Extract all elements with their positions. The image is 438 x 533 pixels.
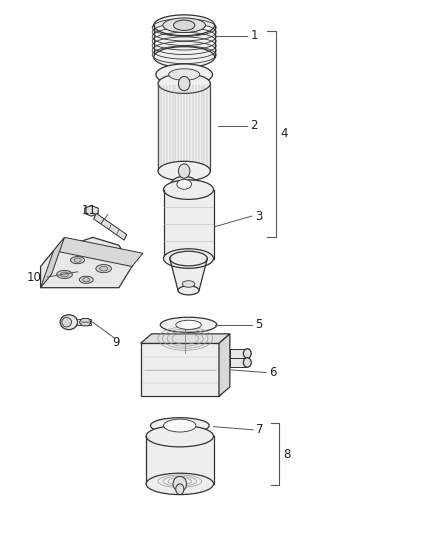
Ellipse shape <box>96 264 112 273</box>
Text: 11: 11 <box>82 204 97 217</box>
Ellipse shape <box>170 251 207 266</box>
Ellipse shape <box>100 266 108 271</box>
Polygon shape <box>141 334 230 343</box>
Polygon shape <box>141 343 219 397</box>
Text: 3: 3 <box>254 209 262 223</box>
Ellipse shape <box>158 161 210 181</box>
Polygon shape <box>94 213 127 240</box>
Text: 2: 2 <box>251 119 258 133</box>
Ellipse shape <box>176 320 201 329</box>
Ellipse shape <box>60 315 78 329</box>
Polygon shape <box>53 237 143 266</box>
Ellipse shape <box>150 418 209 433</box>
Text: 10: 10 <box>27 271 42 284</box>
Polygon shape <box>230 358 247 367</box>
Polygon shape <box>41 237 132 288</box>
Ellipse shape <box>158 74 210 93</box>
Ellipse shape <box>244 358 251 367</box>
Ellipse shape <box>160 317 217 333</box>
Ellipse shape <box>171 176 197 192</box>
Polygon shape <box>230 349 247 358</box>
Text: 5: 5 <box>254 318 262 332</box>
Text: 6: 6 <box>269 366 276 379</box>
Ellipse shape <box>79 276 93 284</box>
Text: 7: 7 <box>256 423 264 437</box>
Polygon shape <box>163 190 214 259</box>
Ellipse shape <box>83 278 90 282</box>
Ellipse shape <box>62 317 71 327</box>
Ellipse shape <box>57 270 72 279</box>
Ellipse shape <box>169 69 200 80</box>
Ellipse shape <box>154 47 215 68</box>
Ellipse shape <box>71 256 85 264</box>
Polygon shape <box>79 319 92 326</box>
Ellipse shape <box>178 286 199 295</box>
Text: 8: 8 <box>283 448 291 461</box>
Ellipse shape <box>176 484 184 495</box>
Ellipse shape <box>146 425 214 447</box>
Ellipse shape <box>60 272 68 277</box>
Ellipse shape <box>163 249 214 268</box>
Ellipse shape <box>182 281 195 287</box>
Text: 9: 9 <box>113 336 120 349</box>
Polygon shape <box>146 436 214 484</box>
Polygon shape <box>85 206 98 216</box>
Ellipse shape <box>178 164 190 178</box>
Polygon shape <box>154 25 215 57</box>
Ellipse shape <box>173 20 195 30</box>
Ellipse shape <box>163 180 214 199</box>
Ellipse shape <box>146 473 214 495</box>
Ellipse shape <box>74 258 81 262</box>
Ellipse shape <box>164 419 196 432</box>
Text: 4: 4 <box>280 127 287 140</box>
Text: 1: 1 <box>251 29 258 42</box>
Polygon shape <box>170 259 207 290</box>
Ellipse shape <box>163 18 205 33</box>
Polygon shape <box>158 84 210 171</box>
Ellipse shape <box>244 349 251 358</box>
Ellipse shape <box>177 180 191 189</box>
Ellipse shape <box>156 64 212 85</box>
Polygon shape <box>41 237 64 288</box>
Polygon shape <box>77 319 91 325</box>
Ellipse shape <box>178 76 190 91</box>
Ellipse shape <box>154 15 215 36</box>
Ellipse shape <box>173 477 187 491</box>
Polygon shape <box>219 334 230 397</box>
